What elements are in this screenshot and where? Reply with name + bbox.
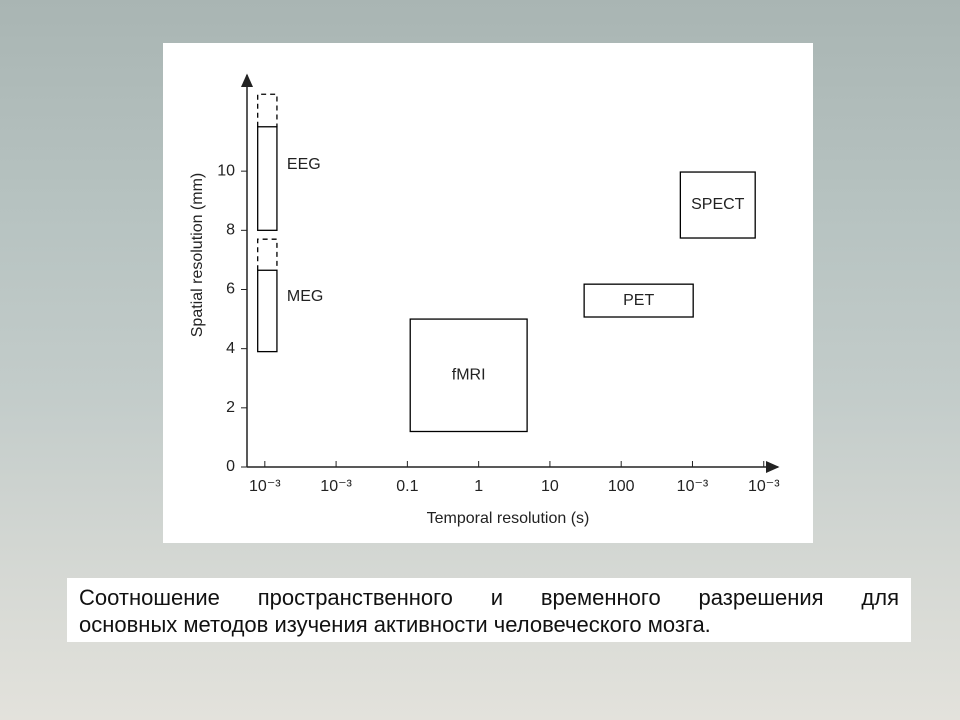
x-tick-label: 10⁻³: [249, 478, 281, 495]
y-tick-label: 6: [226, 281, 235, 298]
caption-line: основных методов изучения активности чел…: [79, 612, 711, 637]
region: [409, 318, 528, 433]
region: [679, 171, 756, 239]
x-tick-label: 1: [474, 478, 483, 495]
x-tick-label: 10: [541, 478, 559, 495]
region-label: EEG: [287, 156, 321, 173]
region-label: MEG: [287, 288, 323, 305]
x-axis-label: Temporal resolution (s): [427, 510, 590, 527]
caption: Соотношение пространственного и временно…: [67, 578, 911, 642]
y-tick-label: 4: [226, 340, 235, 357]
y-axis-label: Spatial resolution (mm): [189, 173, 206, 338]
x-tick-label: 0.1: [396, 478, 418, 495]
region-label: fMRI: [452, 367, 486, 384]
x-tick-label: 100: [608, 478, 635, 495]
y-tick-label: 0: [226, 458, 235, 475]
chart-panel: Temporal resolution (s) Spatial resoluti…: [163, 43, 813, 543]
x-tick-label: 10⁻³: [320, 478, 352, 495]
region-dashed-part: [257, 93, 278, 127]
region: [257, 269, 278, 353]
region-label: SPECT: [691, 196, 745, 213]
chart: Temporal resolution (s) Spatial resoluti…: [189, 73, 780, 527]
y-tick-label: 10: [217, 162, 235, 179]
y-tick-label: 8: [226, 222, 235, 239]
x-tick-label: 10⁻³: [748, 478, 780, 495]
x-tick-label: 10⁻³: [677, 478, 709, 495]
region-dashed-part: [257, 238, 278, 271]
y-tick-label: 2: [226, 399, 235, 416]
region: [583, 283, 694, 318]
region: [257, 126, 278, 231]
caption-line: Соотношение пространственного и временно…: [79, 585, 899, 610]
region-label: PET: [623, 292, 654, 309]
